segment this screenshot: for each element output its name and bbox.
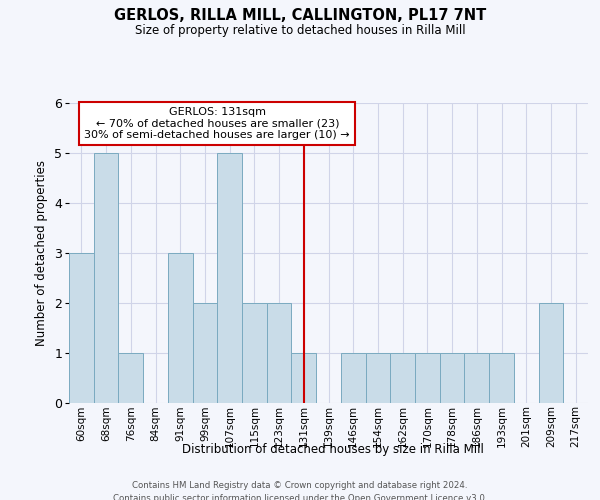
Bar — [390, 352, 415, 403]
Bar — [440, 352, 464, 403]
Bar — [193, 302, 217, 402]
Bar — [539, 302, 563, 402]
Text: Contains HM Land Registry data © Crown copyright and database right 2024.: Contains HM Land Registry data © Crown c… — [132, 481, 468, 490]
Bar — [267, 302, 292, 402]
Bar — [464, 352, 489, 403]
Bar — [415, 352, 440, 403]
Bar — [168, 252, 193, 402]
Bar — [242, 302, 267, 402]
Text: GERLOS, RILLA MILL, CALLINGTON, PL17 7NT: GERLOS, RILLA MILL, CALLINGTON, PL17 7NT — [114, 8, 486, 22]
Y-axis label: Number of detached properties: Number of detached properties — [35, 160, 49, 346]
Text: Distribution of detached houses by size in Rilla Mill: Distribution of detached houses by size … — [182, 442, 484, 456]
Text: Size of property relative to detached houses in Rilla Mill: Size of property relative to detached ho… — [134, 24, 466, 37]
Text: GERLOS: 131sqm
← 70% of detached houses are smaller (23)
30% of semi-detached ho: GERLOS: 131sqm ← 70% of detached houses … — [85, 106, 350, 140]
Text: Contains public sector information licensed under the Open Government Licence v3: Contains public sector information licen… — [113, 494, 487, 500]
Bar — [365, 352, 390, 403]
Bar — [118, 352, 143, 403]
Bar — [341, 352, 365, 403]
Bar — [217, 152, 242, 402]
Bar — [489, 352, 514, 403]
Bar — [94, 152, 118, 402]
Bar — [292, 352, 316, 403]
Bar — [69, 252, 94, 402]
